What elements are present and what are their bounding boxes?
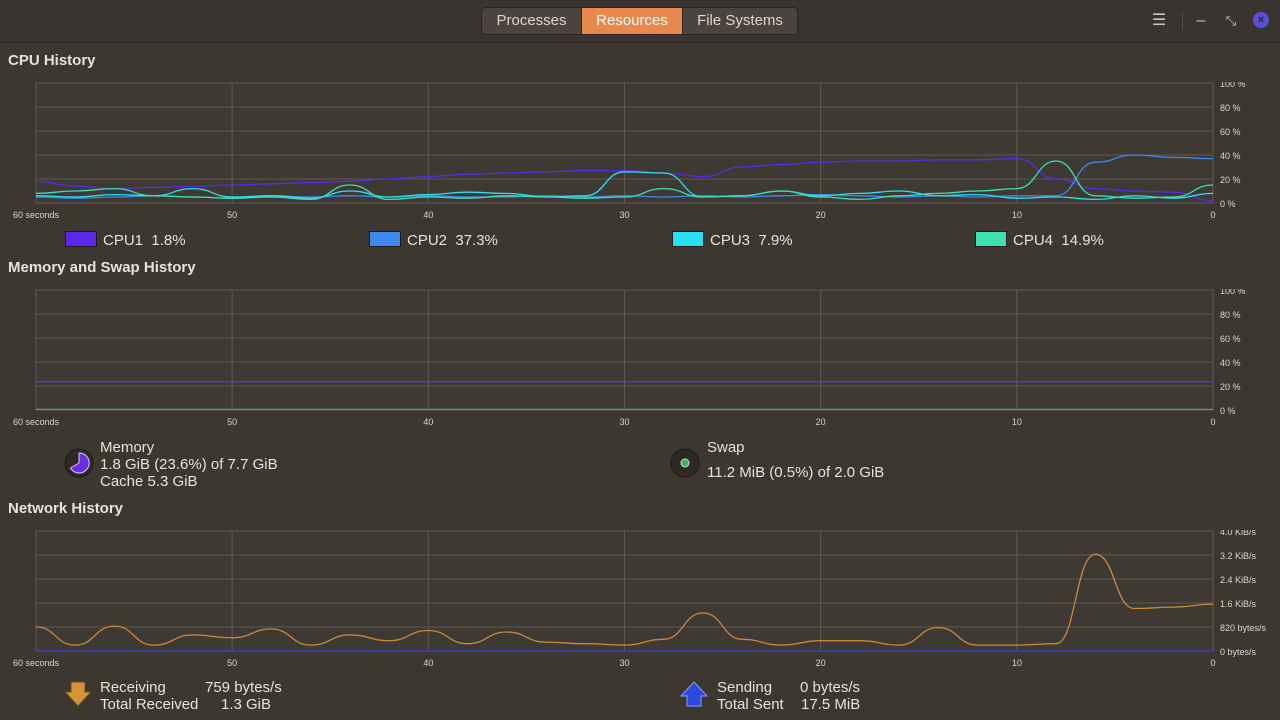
cpu3-value: 7.9%: [758, 232, 793, 249]
cpu3-color-swatch[interactable]: [672, 231, 704, 247]
swap-used: 11.2 MiB (0.5%) of 2.0 GiB: [707, 464, 885, 481]
network-y-tick-label: 4.0 KiB/s: [1220, 530, 1257, 537]
cpu4-name: CPU4: [1013, 232, 1054, 249]
network-x-tick-label: 60 seconds: [13, 658, 60, 668]
sending-label: Sending: [717, 679, 773, 696]
cpu4-value: 14.9%: [1061, 232, 1104, 249]
swap-label: Swap: [707, 439, 745, 456]
view-switcher: Processes Resources File Systems: [481, 7, 798, 35]
close-icon[interactable]: ×: [1253, 12, 1269, 28]
cpu1-value: 1.8%: [151, 232, 186, 249]
memory-x-tick-label: 10: [1012, 417, 1022, 427]
cpu-y-tick-label: 100 %: [1220, 82, 1246, 89]
cpu2-color-swatch[interactable]: [369, 231, 401, 247]
memory-x-tick-label: 50: [227, 417, 237, 427]
sending-value: 0 bytes/s: [800, 679, 861, 696]
memory-label: Memory: [100, 439, 155, 456]
sending-arrow-icon[interactable]: [680, 680, 708, 708]
memory-y-tick-label: 40 %: [1220, 358, 1241, 368]
network-x-tick-label: 0: [1210, 658, 1215, 668]
cpu3-name: CPU3: [710, 232, 751, 249]
cpu-graph-svg: 100 % 80 % 60 % 40 % 20 % 0 % 60 seconds 50 40 30…: [13, 82, 1246, 220]
cpu-series-cpu1-line: [35, 157, 1214, 202]
cpu2-name: CPU2: [407, 232, 448, 249]
minimize-icon[interactable]: –: [1196, 12, 1206, 29]
menu-icon[interactable]: ☰: [1151, 12, 1167, 29]
receiving-arrow-icon[interactable]: [64, 680, 92, 708]
tab-processes[interactable]: Processes: [482, 8, 582, 34]
cpu-history-title: CPU History: [8, 52, 96, 69]
swap-pie-icon[interactable]: [670, 448, 700, 478]
memory-y-tick-label: 80 %: [1220, 310, 1241, 320]
header-bar: Processes Resources File Systems ☰ – ⤡ ×: [0, 0, 1280, 43]
network-y-tick-label: 0 bytes/s: [1220, 647, 1257, 657]
cpu1-legend: CPU1 1.8%: [103, 232, 186, 249]
network-y-tick-label: 1.6 KiB/s: [1220, 599, 1257, 609]
memory-x-tick-label: 0: [1210, 417, 1215, 427]
restore-icon[interactable]: ⤡: [1225, 13, 1237, 28]
network-y-tick-label: 3.2 KiB/s: [1220, 551, 1257, 561]
tab-resources[interactable]: Resources: [582, 8, 683, 34]
cpu2-legend: CPU2 37.3%: [407, 232, 498, 249]
cpu-graph: 100 % 80 % 60 % 40 % 20 % 0 % 60 seconds 50 40 30…: [0, 82, 1280, 222]
cpu-x-tick-label: 30: [619, 210, 629, 220]
cpu-y-tick-label: 60 %: [1220, 127, 1241, 137]
cpu-series-cpu3-line: [35, 171, 1214, 201]
cpu-x-tick-label: 60 seconds: [13, 210, 60, 220]
total-received-value: 1.3 GiB: [221, 696, 272, 713]
cpu4-color-swatch[interactable]: [975, 231, 1007, 247]
memory-used: 1.8 GiB (23.6%) of 7.7 GiB: [100, 456, 278, 473]
total-sent-label: Total Sent: [717, 696, 784, 713]
network-graph-svg: 4.0 KiB/s 3.2 KiB/s 2.4 KiB/s 1.6 KiB/s 820 …: [13, 530, 1267, 668]
cpu-y-tick-label: 20 %: [1220, 175, 1241, 185]
cpu-y-tick-label: 0 %: [1220, 199, 1236, 209]
network-x-tick-label: 20: [816, 658, 826, 668]
header-separator: [1182, 12, 1183, 30]
memory-x-tick-label: 40: [423, 417, 433, 427]
memory-history-title: Memory and Swap History: [8, 259, 196, 276]
cpu-series-cpu4-line: [35, 160, 1214, 201]
memory-y-tick-label: 0 %: [1220, 406, 1236, 416]
cpu-x-tick-label: 50: [227, 210, 237, 220]
network-x-tick-label: 10: [1012, 658, 1022, 668]
total-received-label: Total Received: [100, 696, 199, 713]
network-series-receiving-line: [35, 553, 1214, 646]
cpu3-legend: CPU3 7.9%: [710, 232, 793, 249]
network-graph: 4.0 KiB/s 3.2 KiB/s 2.4 KiB/s 1.6 KiB/s 820 …: [0, 530, 1280, 670]
tab-file-systems[interactable]: File Systems: [683, 8, 797, 34]
cpu-x-tick-label: 20: [816, 210, 826, 220]
cpu-y-tick-label: 80 %: [1220, 103, 1241, 113]
memory-y-tick-label: 60 %: [1220, 334, 1241, 344]
cpu1-color-swatch[interactable]: [65, 231, 97, 247]
cpu-x-tick-label: 40: [423, 210, 433, 220]
network-x-tick-label: 30: [619, 658, 629, 668]
network-y-tick-label: 820 bytes/s: [1220, 623, 1267, 633]
memory-x-tick-label: 20: [816, 417, 826, 427]
memory-cache: Cache 5.3 GiB: [100, 473, 198, 490]
memory-x-tick-label: 60 seconds: [13, 417, 60, 427]
cpu1-name: CPU1: [103, 232, 144, 249]
memory-y-tick-label: 20 %: [1220, 382, 1241, 392]
network-x-tick-label: 50: [227, 658, 237, 668]
receiving-value: 759 bytes/s: [205, 679, 282, 696]
cpu-x-tick-label: 0: [1210, 210, 1215, 220]
network-history-title: Network History: [8, 500, 124, 517]
receiving-label: Receiving: [100, 679, 166, 696]
cpu2-value: 37.3%: [455, 232, 498, 249]
cpu-y-tick-label: 40 %: [1220, 151, 1241, 161]
memory-y-tick-label: 100 %: [1220, 289, 1246, 296]
network-x-tick-label: 40: [423, 658, 433, 668]
memory-graph-svg: 100 % 80 % 60 % 40 % 20 % 0 % 60 seconds 50 40 30…: [13, 289, 1246, 427]
total-sent-value: 17.5 MiB: [801, 696, 861, 713]
cpu4-legend: CPU4 14.9%: [1013, 232, 1104, 249]
cpu-x-tick-label: 10: [1012, 210, 1022, 220]
memory-pie-icon[interactable]: [64, 448, 94, 478]
memory-x-tick-label: 30: [619, 417, 629, 427]
memory-graph: 100 % 80 % 60 % 40 % 20 % 0 % 60 seconds 50 40 30…: [0, 289, 1280, 429]
network-y-tick-label: 2.4 KiB/s: [1220, 575, 1257, 585]
